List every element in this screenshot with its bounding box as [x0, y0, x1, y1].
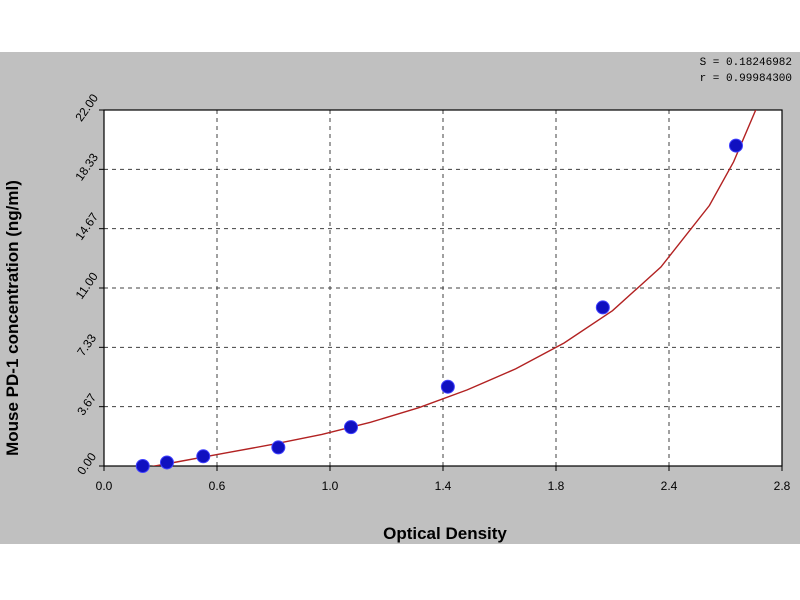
- data-point: [440, 379, 455, 394]
- x-tick-label: 0.6: [209, 479, 226, 493]
- data-point: [159, 455, 174, 470]
- data-point: [595, 300, 610, 315]
- y-axis-title: Mouse PD-1 concentration (ng/ml): [3, 180, 22, 456]
- chart-frame: S = 0.18246982 r = 0.99984300 0.0 0.6 1.0 1.…: [0, 52, 800, 544]
- y-tick-label: 14.67: [72, 210, 101, 243]
- x-tick-label: 2.8: [774, 479, 791, 493]
- x-tick-label: 2.4: [661, 479, 678, 493]
- fit-stat-line: r = 0.99984300: [700, 73, 792, 85]
- data-point: [135, 459, 150, 473]
- y-tick-label: 18.33: [72, 150, 101, 183]
- fit-curve: [150, 110, 757, 466]
- fit-statistics: S = 0.18246982 r = 0.99984300: [700, 57, 792, 85]
- plot-border: [103, 109, 783, 467]
- data-point: [196, 449, 211, 464]
- data-points: [135, 138, 743, 473]
- y-tick-label: 11.00: [73, 269, 101, 301]
- y-tick-label: 22.00: [72, 91, 101, 124]
- data-point: [728, 138, 743, 153]
- axes: [99, 109, 783, 471]
- y-tick-label: 7.33: [74, 331, 99, 358]
- grid-lines: [104, 110, 782, 466]
- x-axis-title: Optical Density: [383, 524, 507, 543]
- x-tick-label: 0.0: [96, 479, 113, 493]
- y-tick-label: 3.67: [74, 391, 99, 418]
- x-tick-label: 1.0: [322, 479, 339, 493]
- x-tick-label: 1.4: [435, 479, 452, 493]
- fit-stat-line: S = 0.18246982: [700, 57, 792, 69]
- data-point: [271, 440, 286, 455]
- fit-curve-group: [150, 110, 757, 466]
- data-point: [343, 420, 358, 435]
- y-tick-label: 0.00: [74, 450, 99, 477]
- x-tick-label: 1.8: [548, 479, 565, 493]
- standard-curve-chart: S = 0.18246982 r = 0.99984300 0.0 0.6 1.0 1.…: [3, 57, 792, 543]
